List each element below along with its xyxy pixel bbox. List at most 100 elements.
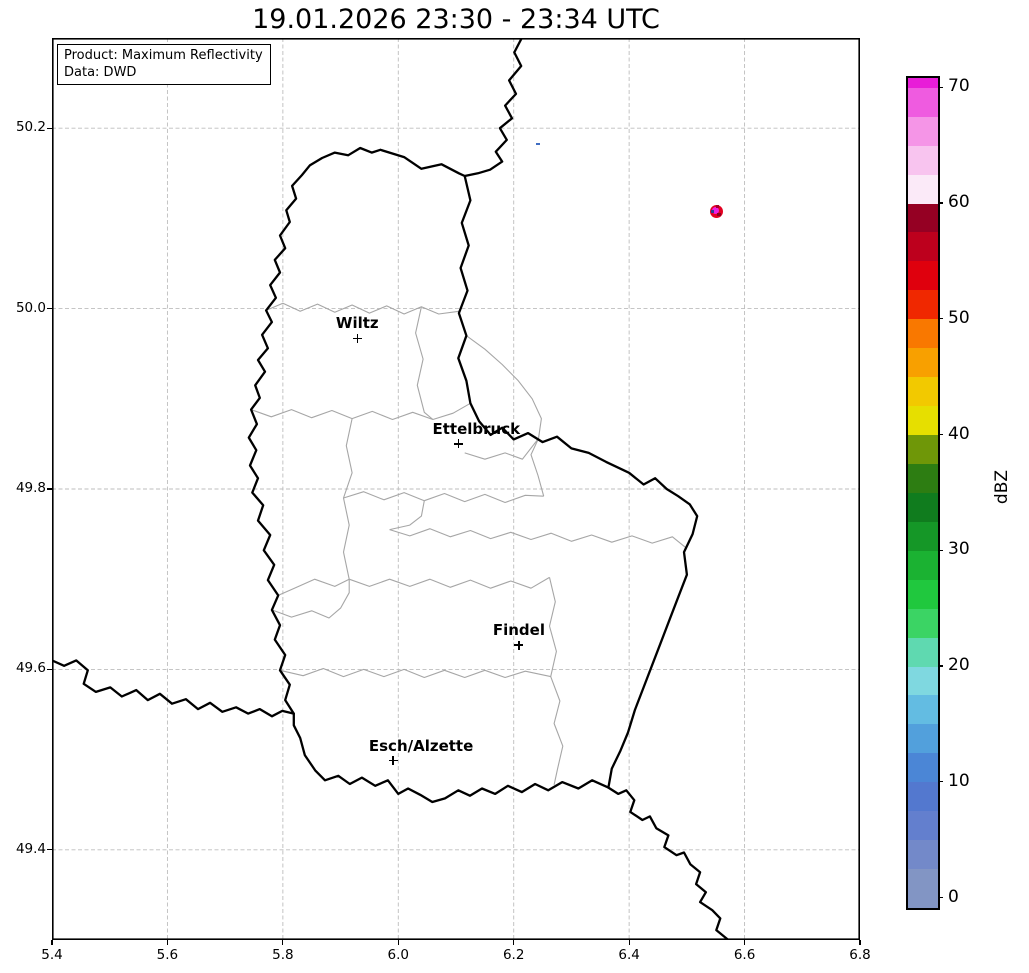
- y-tick-label: 49.6: [15, 660, 46, 677]
- region-border: [343, 491, 544, 504]
- colorbar-segment: [908, 405, 938, 436]
- city-label: Findel: [492, 621, 545, 640]
- x-tick-mark: [282, 940, 284, 945]
- colorbar-tick-label: 0: [948, 886, 959, 907]
- x-tick-mark: [166, 940, 169, 945]
- region-border: [464, 438, 539, 460]
- colorbar-tick-label: 40: [948, 423, 970, 444]
- colorbar-segment: [908, 549, 938, 580]
- x-tick-label: 6.2: [502, 947, 525, 963]
- colorbar-segment: [908, 491, 938, 522]
- colorbar-segment: [908, 318, 938, 349]
- neighbor-country-border: [607, 786, 730, 940]
- y-tick-mark: [47, 849, 52, 851]
- radar-echo: [715, 205, 719, 209]
- city-label: Wiltz: [335, 314, 379, 333]
- x-tick-label: 6.6: [733, 947, 756, 963]
- colorbar-segment: [908, 115, 938, 146]
- luxembourg-border: [247, 146, 699, 804]
- region-border: [389, 500, 425, 531]
- x-tick-mark: [628, 940, 630, 945]
- colorbar-segment: [908, 202, 938, 233]
- colorbar-tick-mark: [938, 781, 943, 783]
- city-label: Esch/Alzette: [368, 736, 474, 755]
- y-tick-label: 50.2: [15, 119, 46, 136]
- colorbar-segment: [908, 868, 938, 908]
- colorbar-segment: [908, 86, 938, 117]
- region-border: [342, 418, 353, 580]
- x-tick-label: 6.8: [849, 947, 871, 963]
- colorbar-segment: [908, 636, 938, 667]
- x-tick-label: 6.4: [618, 947, 640, 963]
- colorbar-segment: [908, 752, 938, 783]
- x-tick-label: 5.4: [41, 947, 63, 963]
- city-marker: [514, 640, 524, 650]
- region-border: [265, 302, 459, 315]
- colorbar-tick-mark: [938, 549, 943, 551]
- colorbar-segment: [908, 607, 938, 638]
- radar-echo: [535, 142, 540, 145]
- region-border: [548, 577, 557, 677]
- y-tick-mark: [47, 308, 52, 310]
- colorbar-unit-label: dBZ: [992, 469, 1012, 505]
- colorbar-segment: [908, 810, 938, 841]
- x-tick-mark: [397, 940, 399, 945]
- radar-echo: [711, 210, 715, 214]
- region-border: [466, 335, 545, 497]
- city-marker: [453, 439, 463, 449]
- colorbar: [908, 78, 938, 908]
- region-border: [271, 579, 350, 619]
- region-border: [550, 676, 564, 786]
- colorbar-segment: [908, 173, 938, 204]
- colorbar-segment: [908, 347, 938, 378]
- region-border: [279, 667, 551, 679]
- colorbar-segment: [908, 665, 938, 696]
- colorbar-tick-mark: [938, 433, 943, 436]
- colorbar-segment: [908, 434, 938, 464]
- colorbar-tick-mark: [938, 86, 943, 88]
- x-tick-mark: [513, 940, 515, 945]
- x-tick-mark: [859, 940, 861, 945]
- colorbar-tick-label: 60: [948, 192, 970, 213]
- x-tick-mark: [743, 940, 746, 945]
- region-border: [277, 576, 550, 596]
- colorbar-tick-mark: [938, 665, 943, 667]
- colorbar-segment: [908, 462, 938, 493]
- colorbar-segment: [908, 376, 938, 407]
- product-line: Product: Maximum Reflectivity: [64, 48, 263, 63]
- colorbar-segment: [908, 578, 938, 609]
- colorbar-segment: [908, 839, 938, 870]
- colorbar-segment: [908, 231, 938, 262]
- axes-spine: [52, 38, 860, 940]
- colorbar-tick-label: 50: [948, 307, 970, 328]
- map-canvas: [52, 38, 860, 940]
- y-tick-mark: [47, 127, 52, 129]
- colorbar-tick-mark: [938, 318, 943, 320]
- city-marker: [352, 333, 362, 343]
- colorbar-segment: [908, 520, 938, 551]
- colorbar-segment: [908, 260, 938, 291]
- neighbor-country-border: [463, 38, 523, 178]
- x-tick-mark: [51, 940, 53, 945]
- colorbar-tick-mark: [938, 896, 943, 899]
- x-tick-label: 5.8: [272, 947, 294, 963]
- y-tick-mark: [47, 488, 52, 490]
- region-border: [389, 528, 687, 549]
- colorbar-tick-label: 30: [948, 539, 970, 560]
- data-source-line: Data: DWD: [64, 65, 137, 81]
- x-tick-label: 5.6: [156, 947, 179, 963]
- colorbar-tick-label: 70: [948, 76, 970, 97]
- colorbar-tick-mark: [938, 202, 943, 204]
- colorbar-segment: [908, 781, 938, 812]
- radar-echo: [711, 207, 719, 215]
- city-marker: [388, 756, 398, 765]
- colorbar-segment: [908, 144, 938, 175]
- y-tick-label: 49.4: [15, 840, 46, 857]
- region-border: [415, 306, 434, 420]
- colorbar-tick-label: 20: [948, 655, 970, 676]
- radar-echo: [717, 213, 722, 217]
- colorbar-segment: [908, 78, 938, 88]
- product-info-box: Product: Maximum Reflectivity Data: DWD: [57, 44, 271, 86]
- colorbar-segment: [908, 694, 938, 725]
